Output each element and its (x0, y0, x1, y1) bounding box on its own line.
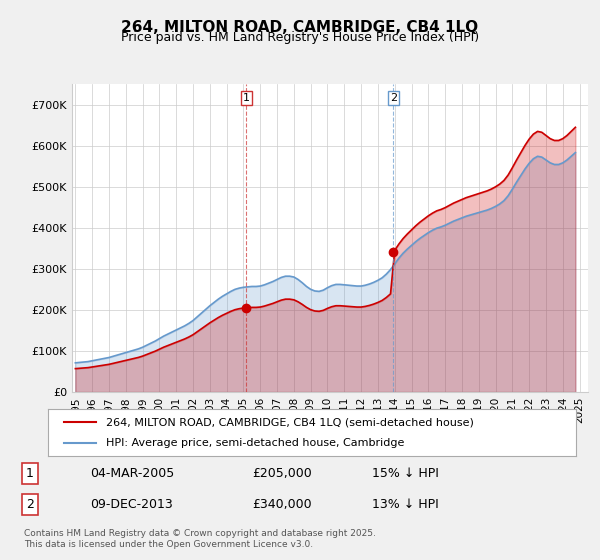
Text: 15% ↓ HPI: 15% ↓ HPI (372, 467, 439, 480)
Text: 1: 1 (26, 467, 34, 480)
Text: 264, MILTON ROAD, CAMBRIDGE, CB4 1LQ (semi-detached house): 264, MILTON ROAD, CAMBRIDGE, CB4 1LQ (se… (106, 417, 474, 427)
Text: Contains HM Land Registry data © Crown copyright and database right 2025.
This d: Contains HM Land Registry data © Crown c… (24, 529, 376, 549)
Text: 264, MILTON ROAD, CAMBRIDGE, CB4 1LQ: 264, MILTON ROAD, CAMBRIDGE, CB4 1LQ (121, 20, 479, 35)
Text: Price paid vs. HM Land Registry's House Price Index (HPI): Price paid vs. HM Land Registry's House … (121, 31, 479, 44)
Text: £340,000: £340,000 (252, 498, 311, 511)
Text: 09-DEC-2013: 09-DEC-2013 (90, 498, 173, 511)
Text: 04-MAR-2005: 04-MAR-2005 (90, 467, 174, 480)
Text: 1: 1 (243, 93, 250, 103)
Text: 13% ↓ HPI: 13% ↓ HPI (372, 498, 439, 511)
Text: £205,000: £205,000 (252, 467, 312, 480)
Text: 2: 2 (26, 498, 34, 511)
Text: 2: 2 (390, 93, 397, 103)
Text: HPI: Average price, semi-detached house, Cambridge: HPI: Average price, semi-detached house,… (106, 438, 404, 448)
